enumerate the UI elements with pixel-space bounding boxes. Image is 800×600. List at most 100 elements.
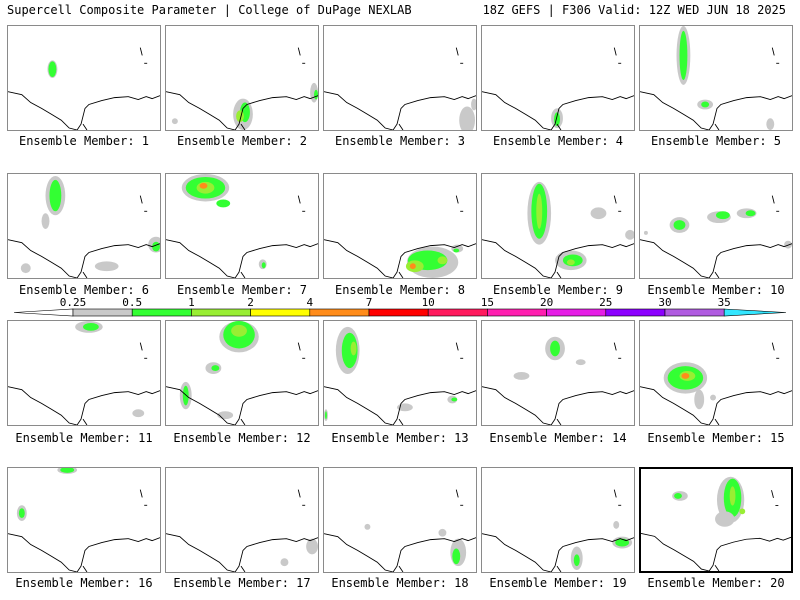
coastline: [398, 418, 404, 425]
scp-contour: [701, 101, 710, 108]
ensemble-map: [641, 476, 791, 571]
coastline: [8, 533, 160, 572]
coastline: [8, 239, 160, 278]
coastline: [240, 418, 246, 425]
colorbar-arrow-high: [723, 308, 787, 317]
scp-contour: [613, 520, 620, 529]
colorbar-tick-label: 15: [480, 296, 495, 309]
coastline: [82, 123, 88, 130]
scp-contour: [94, 261, 119, 272]
coastline: [556, 418, 562, 425]
scp-contour: [590, 207, 607, 220]
ensemble-panel-8[interactable]: [323, 173, 477, 279]
island-outline: [139, 195, 143, 204]
colorbar-swatch: [131, 308, 192, 317]
coastline: [240, 123, 246, 130]
ensemble-map: [8, 47, 160, 130]
colorbar-swatch: [605, 308, 666, 317]
island-outline: [139, 342, 143, 351]
scp-contour: [397, 403, 413, 412]
ensemble-panel-11[interactable]: [7, 320, 161, 426]
ensemble-panel-2[interactable]: [165, 25, 319, 131]
ensemble-map: [640, 26, 792, 130]
ensemble-panel-6[interactable]: [7, 173, 161, 279]
colorbar-swatch: [72, 308, 133, 317]
island-outline: [455, 342, 459, 351]
island-outline: [455, 195, 459, 204]
ensemble-panel-19[interactable]: [481, 467, 635, 573]
member-caption: Ensemble Member: 16: [15, 576, 153, 590]
scp-contour: [739, 508, 746, 515]
scp-contour: [409, 263, 416, 270]
colorbar-swatch: [664, 308, 725, 317]
scp-contour: [451, 397, 458, 402]
island-outline: [297, 489, 301, 498]
island-outline: [771, 342, 775, 351]
colorbar-swatch: [250, 308, 311, 317]
ensemble-map: [8, 468, 160, 572]
scp-contour: [60, 468, 75, 473]
ensemble-panel-20[interactable]: [639, 467, 793, 573]
scp-contour: [280, 558, 289, 567]
member-caption: Ensemble Member: 1: [18, 134, 150, 148]
ensemble-map: [640, 342, 792, 425]
island-outline: [613, 47, 617, 56]
island-outline: [613, 342, 617, 351]
scp-contour: [679, 30, 688, 80]
scp-contour: [83, 322, 99, 331]
scp-contour: [643, 230, 648, 235]
colorbar-tick-label: 35: [717, 296, 731, 309]
coastline: [82, 565, 88, 572]
scp-contour: [20, 263, 31, 274]
island-outline: [771, 47, 775, 56]
scp-contour: [745, 210, 756, 217]
coastline: [324, 533, 476, 572]
ensemble-panel-17[interactable]: [165, 467, 319, 573]
ensemble-panel-1[interactable]: [7, 25, 161, 131]
scp-contour: [536, 193, 543, 229]
ensemble-map: [166, 174, 318, 278]
scp-contour: [471, 98, 476, 111]
ensemble-panel-10[interactable]: [639, 173, 793, 279]
scp-contour: [41, 213, 50, 229]
island-outline: [297, 342, 301, 351]
ensemble-panel-13[interactable]: [323, 320, 477, 426]
scp-contour: [231, 324, 247, 337]
member-caption: Ensemble Member: 2: [176, 134, 308, 148]
coastline: [640, 91, 792, 130]
coastline: [482, 533, 634, 572]
scp-contour: [459, 106, 476, 130]
coastline: [641, 533, 791, 571]
ensemble-panel-9[interactable]: [481, 173, 635, 279]
ensemble-map: [482, 181, 634, 278]
coastline: [398, 123, 404, 130]
scp-contour: [766, 118, 775, 130]
ensemble-panel-16[interactable]: [7, 467, 161, 573]
ensemble-panel-12[interactable]: [165, 320, 319, 426]
scp-contour: [182, 385, 189, 406]
member-caption: Ensemble Member: 19: [489, 576, 627, 590]
island-outline: [139, 489, 143, 498]
member-caption: Ensemble Member: 9: [492, 283, 624, 297]
colorbar-swatch: [427, 308, 488, 317]
ensemble-panel-5[interactable]: [639, 25, 793, 131]
colorbar: [13, 308, 787, 317]
scp-contour: [575, 359, 586, 366]
ensemble-panel-7[interactable]: [165, 173, 319, 279]
member-caption: Ensemble Member: 18: [331, 576, 469, 590]
colorbar-swatch: [368, 308, 429, 317]
colorbar-tick-label: 4: [306, 296, 314, 309]
ensemble-panel-15[interactable]: [639, 320, 793, 426]
ensemble-panel-14[interactable]: [481, 320, 635, 426]
ensemble-panel-3[interactable]: [323, 25, 477, 131]
island-outline: [613, 195, 617, 204]
scp-contour: [566, 259, 575, 266]
scp-contour: [350, 341, 357, 356]
scp-contour: [715, 511, 735, 527]
colorbar-tick-label: 7: [365, 296, 373, 309]
ensemble-panel-18[interactable]: [323, 467, 477, 573]
member-caption: Ensemble Member: 3: [334, 134, 466, 148]
coastline: [398, 271, 404, 278]
ensemble-panel-4[interactable]: [481, 25, 635, 131]
ensemble-map: [482, 489, 634, 572]
